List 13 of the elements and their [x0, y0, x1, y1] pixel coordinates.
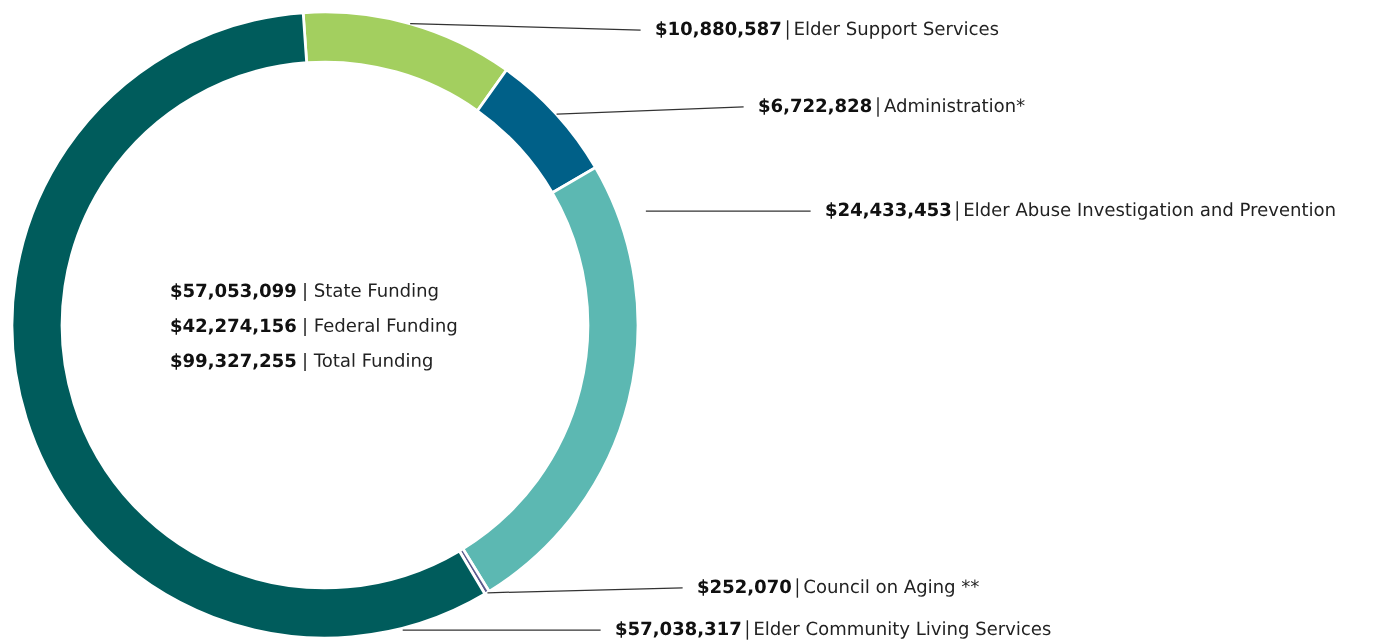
- text: $57,053,099 | State Funding: [171, 282, 438, 302]
- data-label: $24,433,453: [826, 202, 951, 219]
- slice-label: Elder Support Services: [795, 21, 999, 39]
- text: $99,327,255 | Total Funding: [171, 352, 432, 372]
- slice-label: Council on Aging **: [804, 579, 979, 597]
- data-label: $10,880,587: [656, 21, 781, 38]
- text: $42,274,156 | Federal Funding: [171, 317, 457, 337]
- slice-label: Elder Community Living Services: [755, 621, 1051, 639]
- slice-label: Elder Abuse Investigation and Prevention: [965, 202, 1335, 220]
- data-label: $57,038,317: [616, 621, 741, 638]
- slice-label: Administration*: [884, 98, 1025, 113]
- data-label: $252,070: [698, 579, 791, 596]
- data-label: $6,722,828: [759, 98, 872, 115]
